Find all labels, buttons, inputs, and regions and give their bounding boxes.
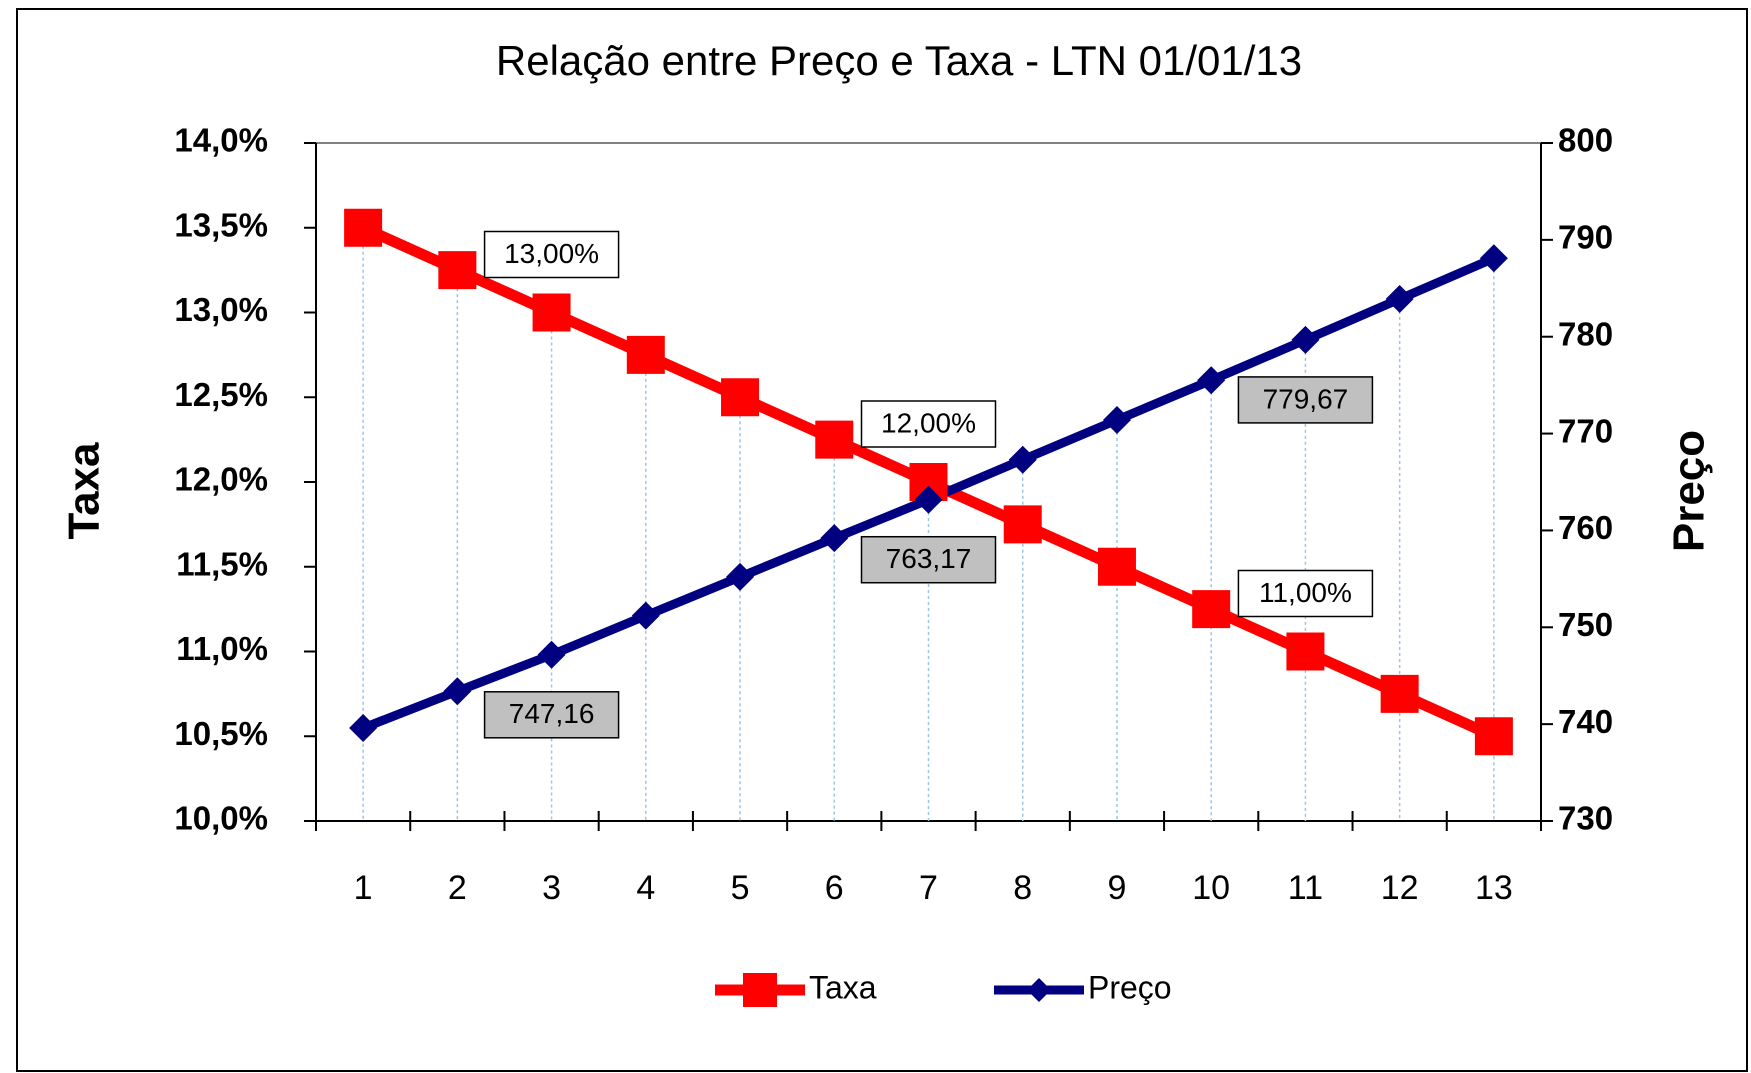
y-tick-label: 14,0%: [174, 122, 268, 159]
data-label-box: [860, 400, 997, 448]
y-tick-label: 11,0%: [176, 630, 268, 667]
data-label-box: [860, 535, 997, 584]
data-point: [344, 208, 383, 247]
y-tick-label: 12,5%: [174, 376, 268, 413]
x-tick-label: 2: [448, 869, 467, 907]
data-label: 11,00%: [1237, 569, 1374, 618]
data-label: 779,67: [1237, 376, 1374, 424]
y2-axis-title: Preço: [1665, 430, 1714, 552]
data-label-box: [1237, 376, 1374, 424]
data-point: [1291, 325, 1320, 354]
data-label-text: 763,17: [886, 543, 972, 574]
data-point: [914, 485, 943, 514]
data-label-text: 13,00%: [504, 238, 599, 269]
y2-tick-label: 730: [1558, 800, 1613, 837]
data-point: [1380, 674, 1419, 713]
x-tick-label: 9: [1108, 869, 1127, 907]
data-label-box: [1237, 569, 1374, 618]
y2-tick-label: 770: [1558, 412, 1613, 449]
data-label-box: [483, 691, 620, 739]
data-point: [349, 714, 378, 743]
x-tick-label: 10: [1192, 869, 1230, 907]
y2-tick-label: 740: [1558, 703, 1613, 740]
y2-tick-label: 790: [1558, 219, 1613, 256]
data-point: [1197, 366, 1226, 395]
y-tick-label: 13,5%: [174, 206, 268, 243]
x-tick-label: 1: [354, 869, 373, 907]
data-label: 12,00%: [860, 400, 997, 448]
y-tick-label: 10,5%: [174, 715, 268, 752]
x-tick-label: 4: [636, 869, 655, 907]
y-axis-title: Taxa: [60, 442, 109, 540]
data-point: [1479, 244, 1508, 273]
data-label-text: 779,67: [1263, 383, 1349, 414]
y-tick-label: 13,0%: [174, 291, 268, 328]
legend-marker: [743, 973, 777, 1007]
data-point: [1003, 505, 1042, 544]
legend-label: Preço: [1088, 969, 1172, 1005]
y2-tick-label: 760: [1558, 509, 1613, 546]
x-tick-label: 12: [1381, 869, 1419, 907]
data-point: [820, 524, 849, 553]
x-tick-label: 5: [731, 869, 750, 907]
y2-tick-label: 750: [1558, 606, 1613, 643]
legend-marker: [1027, 978, 1051, 1002]
y-tick-label: 12,0%: [174, 461, 268, 498]
y2-tick-label: 780: [1558, 315, 1613, 352]
data-point: [1385, 284, 1414, 313]
data-point: [1102, 406, 1131, 435]
data-label-text: 12,00%: [881, 407, 976, 438]
x-tick-label: 8: [1013, 869, 1032, 907]
data-label-text: 747,16: [509, 698, 595, 729]
data-point: [438, 251, 477, 290]
data-point: [1008, 445, 1037, 474]
data-point: [726, 562, 755, 591]
data-label: 747,16: [483, 691, 620, 739]
data-label: 13,00%: [483, 230, 620, 279]
data-point: [721, 378, 760, 417]
data-label-box: [483, 230, 620, 279]
y-tick-label: 10,0%: [174, 800, 268, 837]
data-point: [1097, 547, 1136, 586]
data-point: [1286, 632, 1325, 671]
x-tick-label: 6: [825, 869, 844, 907]
x-tick-label: 3: [542, 869, 561, 907]
data-point: [626, 335, 665, 374]
data-point: [532, 293, 571, 332]
data-point: [815, 420, 854, 459]
data-point: [443, 677, 472, 706]
data-point: [1474, 717, 1513, 756]
chart-title: Relação entre Preço e Taxa - LTN 01/01/1…: [496, 37, 1302, 84]
y-tick-label: 11,5%: [176, 545, 268, 582]
x-tick-label: 13: [1475, 869, 1513, 907]
data-point: [1192, 590, 1231, 629]
data-point: [537, 640, 566, 669]
y2-tick-label: 800: [1558, 122, 1613, 159]
x-tick-label: 11: [1288, 869, 1323, 907]
data-point: [631, 601, 660, 630]
x-tick-label: 7: [919, 869, 938, 907]
legend-label: Taxa: [809, 969, 877, 1005]
data-label-text: 11,00%: [1259, 577, 1352, 608]
data-label: 763,17: [860, 535, 997, 584]
